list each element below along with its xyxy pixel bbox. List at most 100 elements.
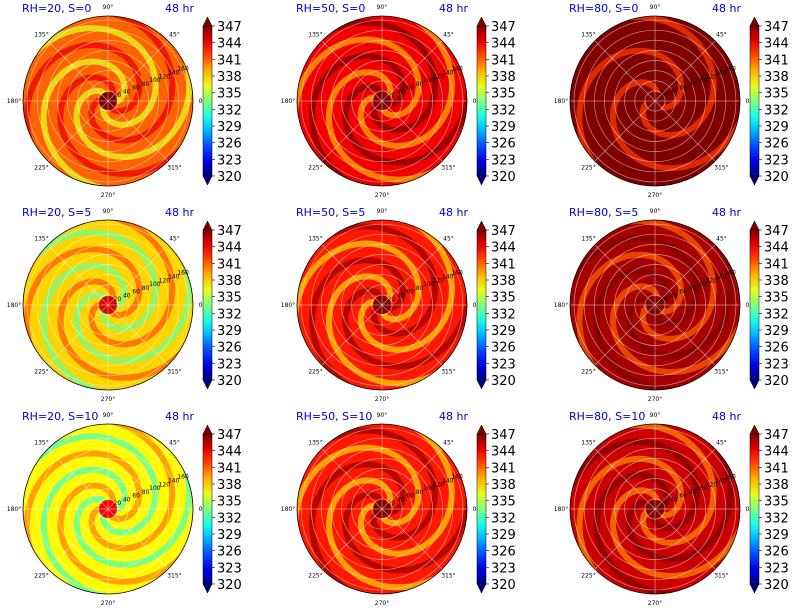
radial-tick-label: 60	[132, 289, 140, 296]
colorbar-tick-label: 338	[764, 70, 789, 85]
field-band	[40, 262, 128, 390]
plot-outline	[22, 15, 194, 187]
angular-gridline	[654, 448, 716, 510]
colorbar-tick-label: 335	[217, 291, 242, 306]
angular-tick-label: 225°	[308, 368, 322, 375]
plot-outline	[569, 15, 741, 187]
radial-tick-label: 100	[423, 485, 435, 492]
field-band	[612, 424, 717, 546]
angular-gridline	[107, 508, 169, 570]
angular-tick-label: 180°	[554, 302, 568, 309]
angular-gridline	[381, 100, 443, 162]
radial-tick-label: 60	[679, 85, 687, 92]
angular-tick-label: 315°	[441, 164, 455, 171]
colorbar-tick-label: 335	[217, 495, 242, 510]
angular-gridline	[107, 100, 169, 162]
radial-tick-label: 100	[149, 485, 161, 492]
panel-time-label: 48 hr	[712, 410, 741, 423]
colorbar-tick-label: 320	[491, 170, 516, 185]
colorbar	[476, 25, 487, 177]
radial-tick-label: 60	[406, 493, 414, 500]
radial-tick-label: 20	[114, 92, 122, 99]
colorbar-tick-label: 341	[217, 53, 242, 68]
field-band	[40, 58, 128, 186]
colorbar-tick-label: 332	[764, 103, 789, 118]
angular-tick-label: 90°	[650, 208, 661, 215]
angular-tick-label: 180°	[281, 302, 295, 309]
colorbar	[749, 229, 760, 381]
angular-tick-label: 270°	[648, 600, 662, 607]
angular-gridline	[107, 304, 169, 366]
field-band	[609, 79, 740, 172]
radial-tick-label: 160	[451, 270, 463, 277]
colorbar-tick-label: 326	[491, 137, 516, 152]
field-band	[342, 278, 467, 370]
angular-tick-label: 0°	[473, 98, 480, 105]
field-band	[357, 16, 456, 149]
radial-tick-label: 20	[661, 92, 669, 99]
field-band	[593, 268, 697, 390]
field-band	[625, 431, 734, 563]
colorbar-extend-max	[202, 220, 213, 231]
angular-gridline	[321, 100, 383, 162]
panel-time-label: 48 hr	[439, 206, 468, 219]
radial-tick-label: 120	[433, 277, 445, 284]
field-band	[610, 487, 740, 579]
colorbar-extend-max	[749, 220, 760, 231]
angular-tick-label: 90°	[377, 208, 388, 215]
angular-tick-label: 270°	[101, 192, 115, 199]
plot-outline	[22, 423, 194, 595]
field-band	[609, 283, 740, 375]
radial-tick-label: 100	[696, 485, 708, 492]
field-band	[73, 453, 193, 568]
polar-plot: 0°45°90°135°180°225°270°315°204060801001…	[554, 208, 789, 403]
radial-tick-label: 80	[689, 81, 697, 88]
colorbar-tick-label: 320	[491, 578, 516, 593]
colorbar-tick-label: 347	[764, 224, 789, 239]
angular-gridline	[654, 508, 716, 570]
colorbar-tick-label: 347	[491, 20, 516, 35]
radial-tick-label: 120	[433, 73, 445, 80]
angular-tick-label: 45°	[169, 236, 180, 243]
radial-tick-label: 40	[123, 88, 131, 95]
polar-plot: 0°45°90°135°180°225°270°315°204060801001…	[554, 4, 789, 199]
colorbar-tick-label: 347	[491, 428, 516, 443]
colorbar-extend-min	[476, 583, 487, 594]
colorbar-tick-label: 338	[764, 478, 789, 493]
angular-tick-label: 135°	[34, 32, 48, 39]
radial-tick-label: 120	[706, 481, 718, 488]
field-band	[357, 424, 455, 557]
colorbar-tick-label: 323	[491, 153, 516, 168]
radial-tick-label: 140	[715, 273, 727, 280]
field-band	[570, 30, 701, 123]
colorbar-tick-label: 326	[217, 341, 242, 356]
angular-tick-label: 90°	[650, 412, 661, 419]
colorbar-extend-max	[202, 424, 213, 435]
angular-tick-label: 45°	[169, 32, 180, 39]
plot-outline	[296, 423, 468, 595]
angular-tick-label: 315°	[167, 164, 181, 171]
angular-gridline	[381, 304, 443, 366]
colorbar-tick-label: 323	[217, 153, 242, 168]
angular-gridline	[654, 40, 716, 102]
radial-tick-label: 40	[670, 496, 678, 503]
colorbar-tick-label: 326	[217, 137, 242, 152]
field-features	[570, 424, 740, 594]
field-band	[342, 74, 467, 166]
panel-2: RH=50, S=0 48 hr 0° 45° 90° 135° 180° 225° 270° 3…	[274, 0, 538, 204]
field-band	[23, 229, 159, 332]
colorbar-tick-label: 338	[217, 70, 242, 85]
angular-tick-label: 135°	[581, 236, 595, 243]
angular-gridline	[594, 100, 656, 162]
field-band	[593, 472, 698, 594]
panel-time-label: 48 hr	[165, 410, 194, 423]
angular-tick-label: 270°	[648, 396, 662, 403]
radial-tick-label: 100	[149, 77, 161, 84]
colorbar-tick-label: 344	[217, 241, 242, 256]
angular-tick-label: 135°	[308, 440, 322, 447]
radial-tick-label: 160	[177, 474, 189, 481]
colorbar	[476, 433, 487, 585]
radial-tick-label: 140	[715, 69, 727, 76]
colorbar-extend-min	[476, 379, 487, 390]
